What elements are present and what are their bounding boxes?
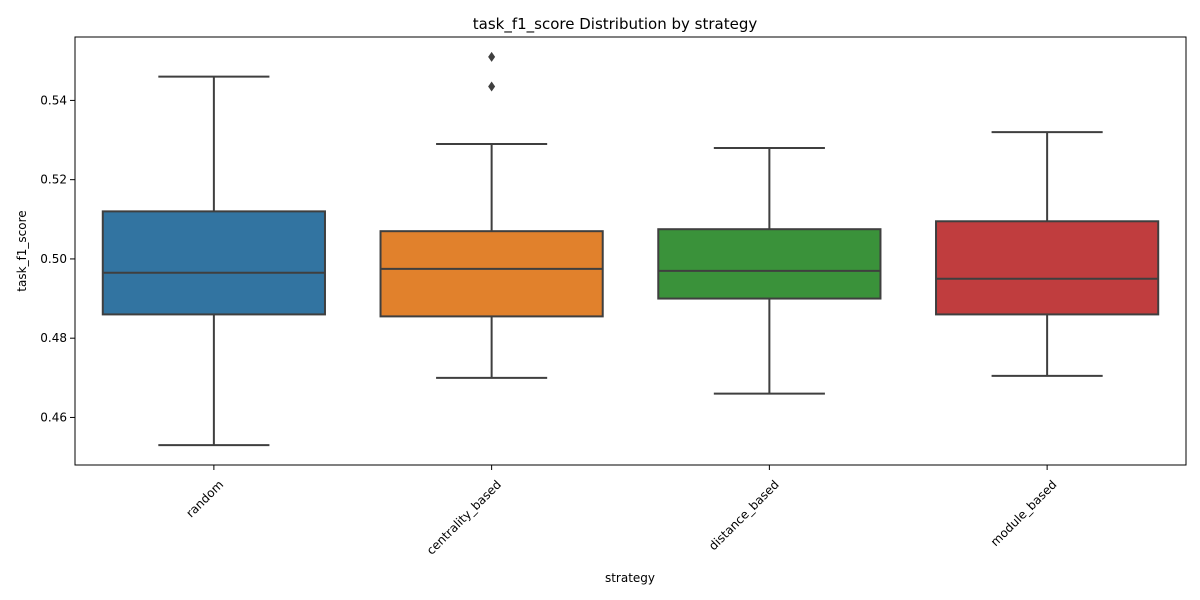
outlier-point: [488, 81, 496, 92]
box-module_based: [935, 131, 1160, 377]
box-distance_based: [657, 146, 882, 395]
x-axis: random centrality_based distance_based modu…: [183, 465, 1059, 558]
iqr-box: [379, 230, 604, 318]
y-tick-label: 0.52: [40, 173, 67, 187]
plot-area: [101, 51, 1160, 447]
y-tick-label: 0.50: [40, 252, 67, 266]
box-random: [101, 75, 326, 447]
iqr-box: [935, 220, 1160, 316]
x-tick-label: random: [183, 477, 226, 520]
chart-title: task_f1_score Distribution by strategy: [473, 15, 758, 34]
y-axis-label: task_f1_score: [15, 210, 29, 291]
box-centrality_based: [379, 51, 604, 379]
y-tick-label: 0.48: [40, 331, 67, 345]
iqr-box: [657, 228, 882, 300]
x-tick-label: centrality_based: [424, 477, 504, 557]
outlier-point: [488, 51, 496, 62]
y-tick-label: 0.46: [40, 410, 67, 424]
x-tick-label: distance_based: [706, 477, 782, 553]
y-axis: 0.46 0.48 0.50 0.52 0.54: [40, 93, 75, 424]
y-tick-label: 0.54: [40, 93, 67, 107]
iqr-box: [101, 210, 326, 316]
x-tick-label: module_based: [988, 477, 1060, 549]
plot-frame: [74, 36, 1187, 466]
x-axis-label: strategy: [605, 571, 655, 585]
